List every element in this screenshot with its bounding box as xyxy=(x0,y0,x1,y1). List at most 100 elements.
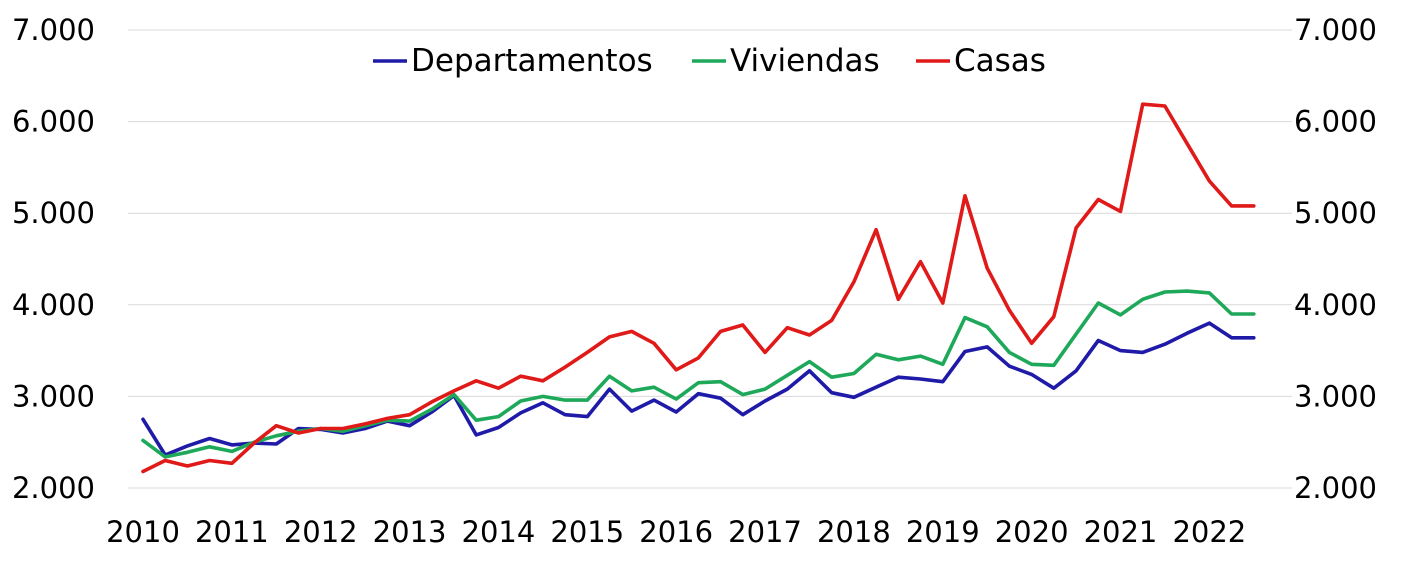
data-point xyxy=(1141,298,1144,301)
data-point xyxy=(586,399,589,402)
data-point xyxy=(697,381,700,384)
data-point xyxy=(1141,351,1144,354)
data-point xyxy=(1008,351,1011,354)
data-point xyxy=(564,366,567,369)
data-point xyxy=(1075,333,1078,336)
legend-label: Casas xyxy=(954,43,1046,79)
data-point xyxy=(919,260,922,263)
x-tick-label: 2017 xyxy=(728,515,802,549)
data-point xyxy=(1119,313,1122,316)
data-point xyxy=(164,455,167,458)
x-tick-label: 2014 xyxy=(462,515,536,549)
data-point xyxy=(941,363,944,366)
left-y-tick-label: 4.000 xyxy=(12,288,95,322)
right-y-tick-label: 4.000 xyxy=(1294,288,1377,322)
x-tick-label: 2020 xyxy=(995,515,1069,549)
data-point xyxy=(186,451,189,454)
data-point xyxy=(1008,365,1011,368)
right-y-tick-label: 2.000 xyxy=(1294,471,1377,505)
series-points-departamentos xyxy=(142,322,1256,457)
data-point xyxy=(1052,387,1055,390)
data-point xyxy=(986,345,989,348)
data-point xyxy=(719,380,722,383)
right-y-tick-label: 7.000 xyxy=(1294,13,1377,47)
legend-label: Departamentos xyxy=(411,43,653,79)
x-tick-label: 2019 xyxy=(906,515,980,549)
legend-item-departamentos: Departamentos xyxy=(373,43,653,79)
data-point xyxy=(830,391,833,394)
left-y-tick-label: 6.000 xyxy=(12,105,95,139)
data-point xyxy=(497,387,500,390)
left-y-tick-label: 7.000 xyxy=(12,13,95,47)
data-point xyxy=(1186,142,1189,145)
right-y-tick-label: 6.000 xyxy=(1294,105,1377,139)
data-point xyxy=(208,445,211,448)
data-point xyxy=(1252,313,1255,316)
data-point xyxy=(741,393,744,396)
data-point xyxy=(986,325,989,328)
data-point xyxy=(741,324,744,327)
data-point xyxy=(630,330,633,333)
left-y-tick-label: 2.000 xyxy=(12,471,95,505)
data-point xyxy=(275,424,278,427)
right-y-tick-label: 3.000 xyxy=(1294,379,1377,413)
left-y-tick-label: 3.000 xyxy=(12,379,95,413)
data-point xyxy=(142,439,145,442)
data-point xyxy=(786,326,789,329)
data-point xyxy=(808,360,811,363)
data-point xyxy=(741,413,744,416)
gridlines xyxy=(128,29,1292,489)
data-point xyxy=(430,400,433,403)
data-point xyxy=(919,378,922,381)
legend: Departamentos Viviendas Casas xyxy=(373,43,1046,79)
data-point xyxy=(142,418,145,421)
data-point xyxy=(275,443,278,446)
data-point xyxy=(764,351,767,354)
data-point xyxy=(1252,204,1255,207)
data-point xyxy=(653,399,656,402)
data-point xyxy=(1230,336,1233,339)
data-point xyxy=(875,386,878,389)
data-point xyxy=(852,372,855,375)
data-point xyxy=(608,375,611,378)
data-point xyxy=(897,376,900,379)
legend-item-viviendas: Viviendas xyxy=(692,43,880,79)
data-point xyxy=(297,432,300,435)
data-point xyxy=(964,316,967,319)
data-point xyxy=(564,413,567,416)
x-tick-label: 2016 xyxy=(639,515,713,549)
data-point xyxy=(1119,349,1122,352)
data-point xyxy=(630,389,633,392)
data-point xyxy=(875,353,878,356)
data-point xyxy=(941,302,944,305)
data-point xyxy=(453,393,456,396)
data-point xyxy=(630,410,633,413)
data-point xyxy=(186,444,189,447)
data-point xyxy=(1230,313,1233,316)
data-point xyxy=(964,194,967,197)
data-point xyxy=(808,369,811,372)
x-axis: 2010 2011 2012 2013 2014 2015 2016 2017 2018 2019… xyxy=(106,515,1246,549)
data-point xyxy=(675,368,678,371)
data-point xyxy=(1208,291,1211,294)
x-tick-label: 2013 xyxy=(373,515,447,549)
data-point xyxy=(497,426,500,429)
data-point xyxy=(142,470,145,473)
data-point xyxy=(852,280,855,283)
legend-label: Viviendas xyxy=(730,43,880,79)
x-tick-label: 2015 xyxy=(550,515,624,549)
data-point xyxy=(697,356,700,359)
data-point xyxy=(1030,363,1033,366)
data-point xyxy=(497,415,500,418)
data-point xyxy=(475,379,478,382)
data-point xyxy=(719,397,722,400)
series-lines xyxy=(141,102,1256,474)
data-point xyxy=(764,388,767,391)
data-point xyxy=(1186,332,1189,335)
data-point xyxy=(341,427,344,430)
data-point xyxy=(1097,302,1100,305)
data-point xyxy=(1208,180,1211,183)
data-point xyxy=(1163,105,1166,108)
x-tick-label: 2018 xyxy=(817,515,891,549)
